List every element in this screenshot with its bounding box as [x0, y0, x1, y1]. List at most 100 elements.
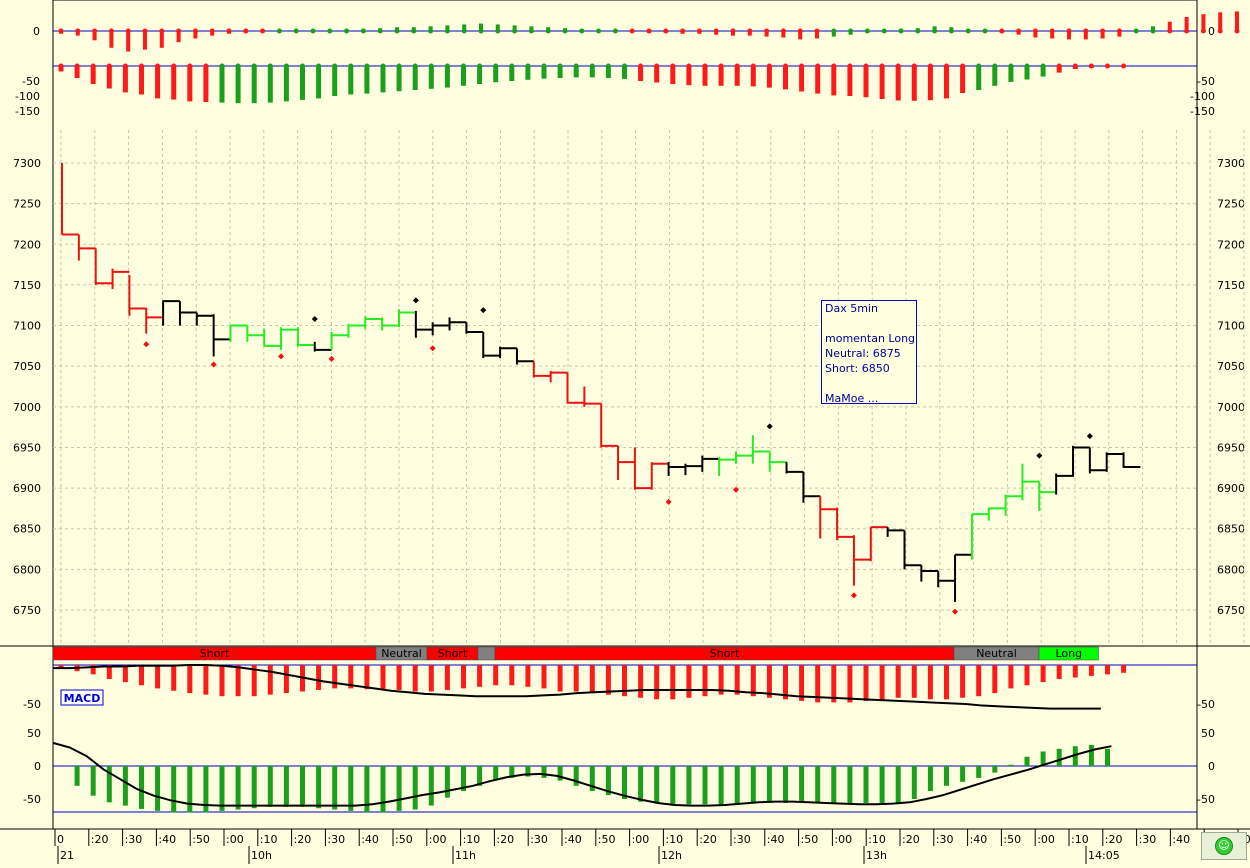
top-upper-dot [663, 28, 669, 34]
time-tick-label: :40 [564, 833, 582, 846]
price-step [937, 570, 956, 588]
macd-y-tick-left: 50 [27, 727, 41, 740]
price-step [819, 496, 838, 539]
macd-y-tick-left: -50 [23, 698, 41, 711]
top-lower-dot [847, 63, 853, 69]
top-upper-dot [142, 28, 148, 34]
top-lower-dot [992, 63, 998, 69]
macd-y-tick-right: 50 [1201, 727, 1215, 740]
top-upper-dot [344, 28, 350, 34]
price-step [836, 507, 854, 541]
time-tick-label: :00 [226, 833, 244, 846]
top-upper-dot [360, 28, 366, 34]
time-hour-label: 12h [661, 849, 682, 862]
top-lower-dot [122, 63, 128, 69]
top-upper-dot [1116, 28, 1122, 34]
top-y-tick-left: -100 [15, 90, 40, 103]
time-tick-label: :00 [834, 833, 852, 846]
regime-label: Neutral [381, 647, 422, 660]
price-marker [1086, 433, 1093, 440]
time-tick-label: :40 [767, 833, 785, 846]
top-upper-dot [831, 28, 837, 34]
top-lower-dot [557, 63, 563, 69]
top-lower-dot [944, 63, 949, 69]
top-lower-dot [283, 63, 289, 69]
top-upper-dot [1066, 28, 1072, 34]
info-status: momentan Long [825, 332, 916, 345]
top-upper-dot [1016, 28, 1022, 34]
price-marker [143, 341, 150, 348]
top-y-tick-right: 0 [1208, 25, 1215, 38]
regime-segment [477, 646, 496, 661]
top-lower-dot [525, 63, 531, 69]
top-lower-dot [509, 63, 515, 69]
price-y-tick-left: 6900 [13, 482, 41, 495]
price-y-tick-left: 6750 [13, 604, 41, 617]
macd-lower-line [52, 741, 1112, 807]
top-lower-dot [493, 63, 499, 69]
top-upper-dot [444, 28, 450, 34]
price-step [583, 386, 602, 407]
price-step [566, 372, 585, 404]
top-lower-dot [219, 63, 225, 69]
strategy-info-box: Dax 5min momentan Long Neutral: 6875 Sho… [821, 300, 917, 405]
price-y-tick-right: 7100 [1217, 320, 1245, 333]
top-upper-dot [713, 28, 719, 34]
time-hour-label: 10h [251, 849, 272, 862]
price-step [364, 315, 383, 329]
time-tick-label: :20 [496, 833, 514, 846]
top-upper-dot [881, 28, 887, 34]
price-marker [278, 353, 285, 360]
top-lower-dot [734, 63, 740, 69]
top-upper-dot [764, 28, 770, 34]
top-upper-dot [898, 28, 904, 34]
top-upper-dot [1167, 28, 1173, 34]
time-tick-label: :40 [970, 833, 988, 846]
time-hour-label: 21 [60, 849, 74, 862]
top-lower-dot [316, 63, 322, 69]
status-smiley-button[interactable]: ☺ [1201, 832, 1247, 860]
price-y-tick-right: 6800 [1217, 563, 1245, 576]
top-upper-dot [512, 28, 518, 34]
top-upper-dot [495, 28, 501, 34]
top-lower-dot [428, 63, 434, 69]
price-step [1072, 445, 1090, 477]
top-upper-dot [428, 28, 434, 34]
top-upper-dot [982, 28, 988, 34]
price-step [280, 327, 298, 350]
price-step [633, 447, 652, 490]
price-step [515, 348, 534, 365]
top-upper-dot [125, 28, 131, 34]
top-lower-dot [364, 63, 370, 69]
time-tick-label: :40 [361, 833, 379, 846]
top-lower-dot [106, 63, 112, 69]
time-hour-label: 11h [455, 849, 476, 862]
top-upper-dot [1100, 28, 1106, 34]
top-lower-dot [815, 63, 821, 69]
top-lower-dot [799, 63, 805, 69]
top-lower-dot [1008, 63, 1014, 69]
top-y-tick-right: -50 [1197, 75, 1215, 88]
price-marker [1036, 452, 1043, 459]
time-tick-label: :50 [598, 833, 616, 846]
price-step [313, 341, 332, 352]
price-step [431, 322, 450, 336]
macd-y-tick-left: -50 [23, 793, 41, 806]
top-upper-dot [192, 28, 198, 34]
top-upper-dot [1083, 28, 1089, 34]
info-footer: MaMoe ... [825, 392, 879, 405]
time-tick-label: 0 [57, 833, 64, 846]
top-upper-dot [1234, 28, 1240, 34]
top-lower-dot [444, 63, 450, 69]
top-upper-dot [276, 28, 282, 34]
price-step [94, 248, 113, 285]
time-tick-label: :40 [1172, 833, 1190, 846]
top-upper-dot [780, 28, 786, 34]
regime-label: Neutral [976, 647, 1017, 660]
macd-y-tick-right: -50 [1197, 698, 1215, 711]
top-lower-dot [960, 63, 966, 69]
time-hour-label: 14:05 [1088, 849, 1120, 862]
top-lower-dot [927, 63, 933, 69]
top-upper-dot [176, 28, 182, 34]
